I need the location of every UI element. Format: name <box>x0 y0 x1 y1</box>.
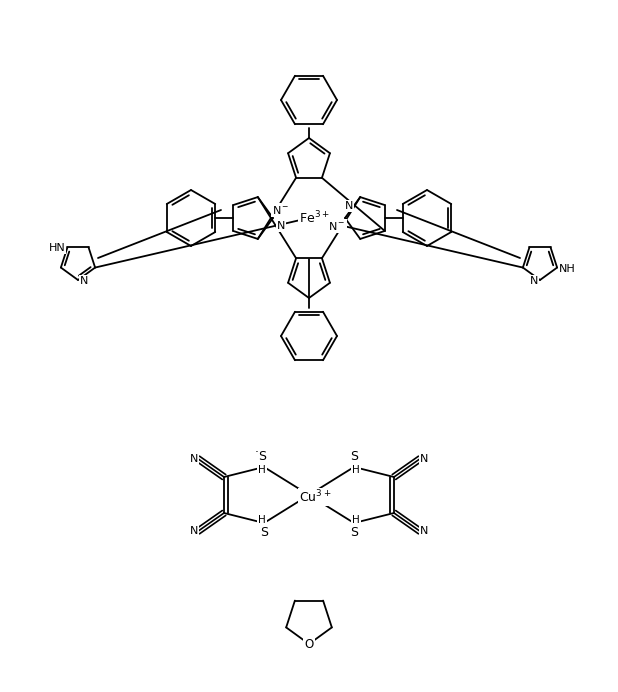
Text: N: N <box>420 454 428 464</box>
Text: HN: HN <box>49 244 66 253</box>
Text: Fe$^{3+}$: Fe$^{3+}$ <box>298 210 329 226</box>
Text: N: N <box>420 527 428 536</box>
Text: S: S <box>350 527 358 540</box>
Text: ̇S: ̇S <box>260 450 268 464</box>
Text: N: N <box>530 276 538 286</box>
Text: N: N <box>80 276 88 286</box>
Text: N$^-$: N$^-$ <box>328 219 346 232</box>
Text: N: N <box>190 527 198 536</box>
Text: H: H <box>352 515 360 525</box>
Text: N: N <box>277 221 285 230</box>
Text: H: H <box>352 465 360 475</box>
Text: S: S <box>260 527 268 540</box>
Text: N$^-$: N$^-$ <box>272 204 290 217</box>
Text: N: N <box>190 454 198 464</box>
Text: N: N <box>345 201 353 211</box>
Text: Ṡ: Ṡ <box>350 450 358 464</box>
Text: H: H <box>258 515 266 525</box>
Text: NH: NH <box>559 264 576 273</box>
Text: Cu$^{3+}$: Cu$^{3+}$ <box>298 489 331 505</box>
Text: O: O <box>305 637 313 650</box>
Text: H: H <box>258 465 266 475</box>
